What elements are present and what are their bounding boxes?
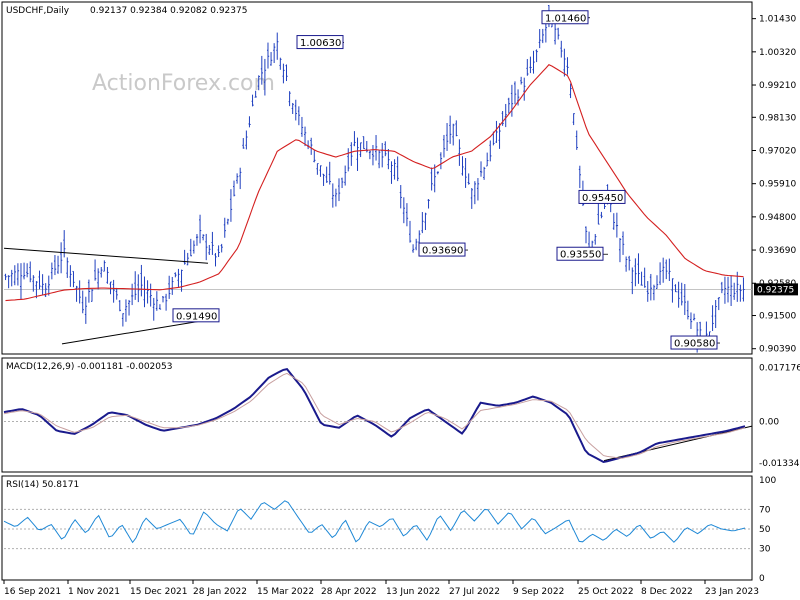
signal-line: [3, 372, 746, 459]
x-axis-labels: 16 Sep 2021 1 Nov 2021 15 Dec 2021 28 Jan 2…: [3, 580, 759, 597]
x-tick-label: 16 Sep 2021: [4, 587, 61, 597]
current-price-label: 0.92375: [757, 285, 794, 295]
x-tick-label: 15 Dec 2021: [130, 587, 188, 597]
price-y-tick-label: 0.90390: [759, 345, 796, 355]
annotation-box: [172, 308, 220, 323]
price-y-tick-label: 0.91500: [759, 312, 796, 322]
price-header-symbol: USDCHF,Daily: [6, 6, 70, 16]
price-candles: [4, 5, 745, 353]
rsi-y-tick-label: 50: [759, 525, 771, 535]
macd-panel-frame: [1, 357, 753, 473]
x-tick-label: 9 Sep 2022: [513, 587, 564, 597]
price-y-tick-label: 0.94800: [759, 213, 796, 223]
annotation-value: 0.90580: [674, 339, 715, 350]
x-tick-label: 28 Jan 2022: [193, 587, 247, 597]
annotation-value: 0.93550: [560, 250, 601, 261]
grid-layer: [4, 288, 752, 550]
x-tick-label: 1 Nov 2021: [68, 587, 120, 597]
annotation-box: [670, 335, 718, 350]
x-tick-label: 27 Jul 2022: [449, 587, 500, 597]
price-y-tick-label: 1.01430: [759, 15, 796, 25]
x-tick-label: 25 Oct 2022: [578, 587, 634, 597]
annotation-value: 1.01460: [545, 13, 586, 24]
price-y-tick-label: 0.97020: [759, 146, 796, 156]
macd-header: MACD(12,26,9) -0.001181 -0.002053: [6, 362, 172, 372]
price-y-tick-label: 0.93690: [759, 246, 796, 256]
triangle-upper-trendline: [3, 247, 209, 264]
x-tick-label: 28 Apr 2022: [321, 587, 377, 597]
annotation-box: [578, 189, 626, 204]
rsi-y-tick-label: 100: [759, 476, 776, 486]
x-tick-label: 8 Dec 2022: [641, 587, 693, 597]
price-y-tick-label: 0.98130: [759, 113, 796, 123]
annotation-box: [556, 246, 604, 261]
annotation-value: 1.00630: [300, 38, 341, 49]
y-axis-labels: 1.01430 1.00320 0.99210 0.98130 0.97020 0.959…: [752, 15, 800, 584]
annotation-box: [296, 35, 344, 50]
macd-y-tick-label: -0.01334: [759, 459, 800, 469]
price-panel-frame: [1, 1, 753, 355]
annotation-value: 0.93690: [422, 246, 463, 257]
rsi-panel-frame: [1, 475, 753, 581]
x-tick-label: 15 Mar 2022: [257, 587, 314, 597]
watermark: ActionForex.com: [92, 71, 275, 96]
price-header-ohlc: 0.92137 0.92384 0.92082 0.92375: [90, 6, 247, 16]
annotation-box: [418, 242, 466, 257]
price-annotations: 1.00630 1.01460 0.95450 0.93690 0.93550 0.914…: [172, 10, 720, 350]
sma-line-layer: [5, 64, 744, 302]
triangle-lower-trendline: [61, 319, 208, 345]
macd-y-tick-label: 0.017176: [759, 364, 800, 374]
current-price-box: [754, 283, 798, 296]
macd-y-tick-label: 0.00: [759, 417, 779, 427]
x-tick-label: 13 Jun 2022: [386, 587, 440, 597]
x-tick-label: 23 Jan 2023: [705, 587, 759, 597]
annotation-value: 0.91490: [176, 311, 217, 322]
rsi-header: RSI(14) 50.8171: [6, 480, 79, 490]
rsi-line: [3, 500, 746, 544]
price-y-tick-label: 0.95910: [759, 180, 796, 190]
rsi-y-tick-label: 70: [759, 505, 771, 515]
rsi-line-layer: [3, 500, 746, 544]
annotation-value: 0.95450: [582, 193, 623, 204]
macd-lines: [3, 367, 746, 464]
sma-line: [5, 64, 744, 302]
price-y-tick-label: 0.99210: [759, 81, 796, 91]
rsi-y-tick-label: 0: [759, 574, 765, 584]
price-y-tick-label: 1.00320: [759, 48, 796, 58]
rsi-y-tick-label: 30: [759, 545, 771, 555]
annotation-box: [541, 10, 589, 25]
